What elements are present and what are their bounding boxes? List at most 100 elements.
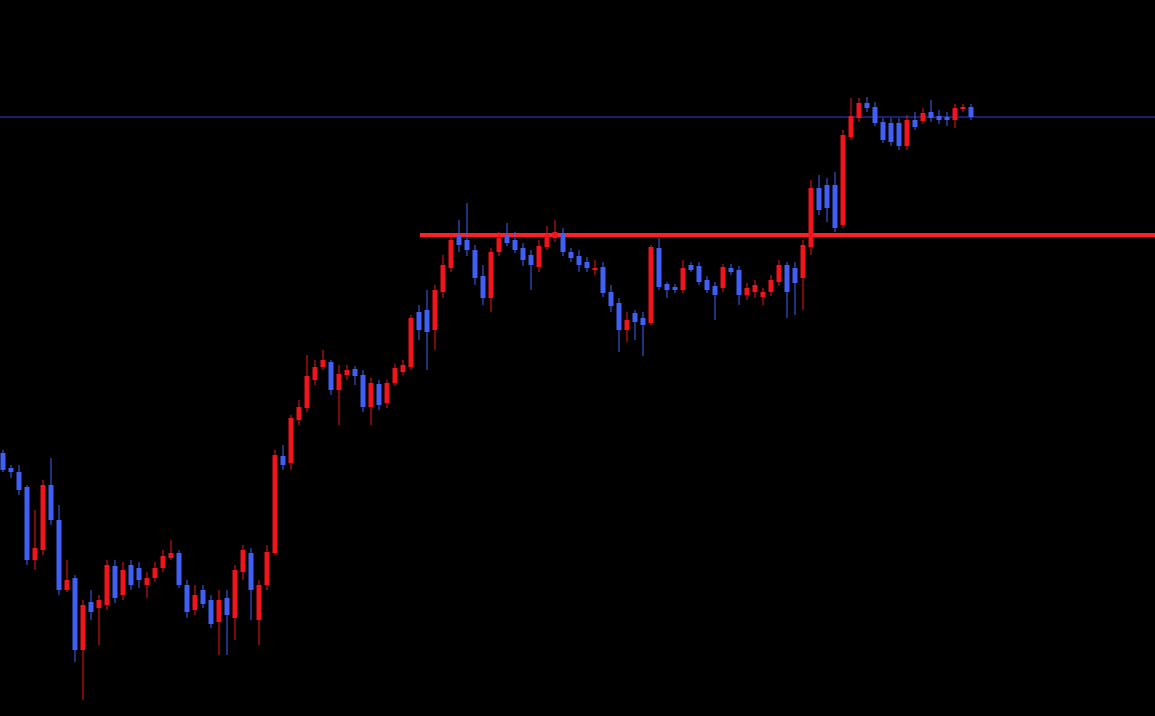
candle-body: [904, 120, 910, 146]
candle-body: [624, 320, 630, 330]
candle-body: [312, 367, 318, 380]
candle-body: [568, 252, 574, 258]
candle-body: [552, 232, 558, 238]
candle-body: [760, 292, 766, 297]
candle-body: [328, 362, 334, 390]
candle-body: [320, 360, 326, 367]
candle-body: [968, 107, 974, 117]
candle-body: [448, 240, 454, 268]
candle-body: [176, 553, 182, 585]
candle-body: [216, 600, 222, 622]
candle-body: [768, 280, 774, 292]
candle-body: [16, 472, 22, 490]
candle-body: [0, 453, 6, 470]
candle-body: [912, 120, 918, 127]
candle-body: [720, 267, 726, 288]
candle-body: [48, 485, 54, 520]
candle-body: [248, 553, 254, 590]
candle-body: [960, 107, 966, 109]
candle-body: [72, 578, 78, 650]
candle-body: [952, 108, 958, 120]
candle-body: [592, 268, 598, 270]
candle-body: [208, 600, 214, 624]
candle-body: [144, 578, 150, 585]
candle-body: [240, 550, 246, 572]
candle-body: [792, 268, 798, 283]
candle-body: [672, 287, 678, 290]
candle-body: [360, 375, 366, 407]
candle-body: [224, 598, 230, 615]
candle-body: [160, 556, 166, 568]
candle-body: [776, 265, 782, 282]
candle-body: [264, 552, 270, 585]
candle-body: [864, 103, 870, 108]
candle-body: [128, 565, 134, 585]
candle-body: [384, 383, 390, 403]
candle-body: [920, 113, 926, 121]
candle-body: [800, 245, 806, 278]
candle-body: [752, 285, 758, 292]
candle-body: [120, 570, 126, 595]
candle-body: [656, 248, 662, 287]
candle-body: [640, 318, 646, 325]
candle-body: [392, 368, 398, 383]
candle-body: [520, 248, 526, 260]
candle-body: [376, 384, 382, 405]
candle-body: [888, 123, 894, 142]
candle-body: [104, 565, 110, 605]
candle-body: [232, 570, 238, 618]
candle-body: [408, 318, 414, 367]
candle-body: [544, 235, 550, 247]
candle-body: [256, 585, 262, 620]
candle-body: [464, 240, 470, 250]
candle-body: [512, 240, 518, 250]
candle-body: [368, 383, 374, 407]
candle-body: [560, 233, 566, 252]
candle-body: [848, 116, 854, 137]
candle-body: [400, 365, 406, 372]
candle-body: [8, 468, 14, 472]
candle-body: [816, 188, 822, 210]
candle-body: [680, 268, 686, 290]
candle-body: [600, 267, 606, 293]
candle-body: [496, 238, 502, 252]
candle-body: [784, 265, 790, 292]
candle-body: [488, 252, 494, 298]
candle-body: [712, 286, 718, 295]
candle-body: [872, 107, 878, 123]
candle-body: [584, 262, 590, 268]
candle-body: [304, 376, 310, 408]
candle-body: [648, 247, 654, 323]
candle-body: [24, 487, 30, 560]
candle-body: [352, 369, 358, 376]
candle-body: [32, 548, 38, 560]
candle-body: [704, 280, 710, 290]
candle-body: [728, 268, 734, 272]
candle-body: [896, 123, 902, 146]
candle-body: [424, 310, 430, 332]
candle-body: [528, 255, 534, 265]
candle-body: [808, 188, 814, 247]
candle-body: [80, 605, 86, 650]
candle-body: [56, 520, 62, 590]
candle-body: [608, 292, 614, 306]
candle-body: [616, 303, 622, 330]
candle-body: [432, 290, 438, 330]
candle-body: [664, 284, 670, 290]
candle-body: [168, 553, 174, 558]
candle-body: [936, 116, 942, 120]
candle-body: [456, 235, 462, 245]
candle-body: [856, 103, 862, 118]
candle-body: [536, 246, 542, 267]
candle-body: [736, 270, 742, 295]
candle-body: [944, 117, 950, 120]
candle-body: [40, 485, 46, 550]
candle-body: [928, 112, 934, 118]
candle-body: [744, 288, 750, 295]
candle-body: [96, 600, 102, 608]
candle-body: [288, 418, 294, 463]
candle-body: [344, 370, 350, 375]
candle-body: [336, 374, 342, 390]
